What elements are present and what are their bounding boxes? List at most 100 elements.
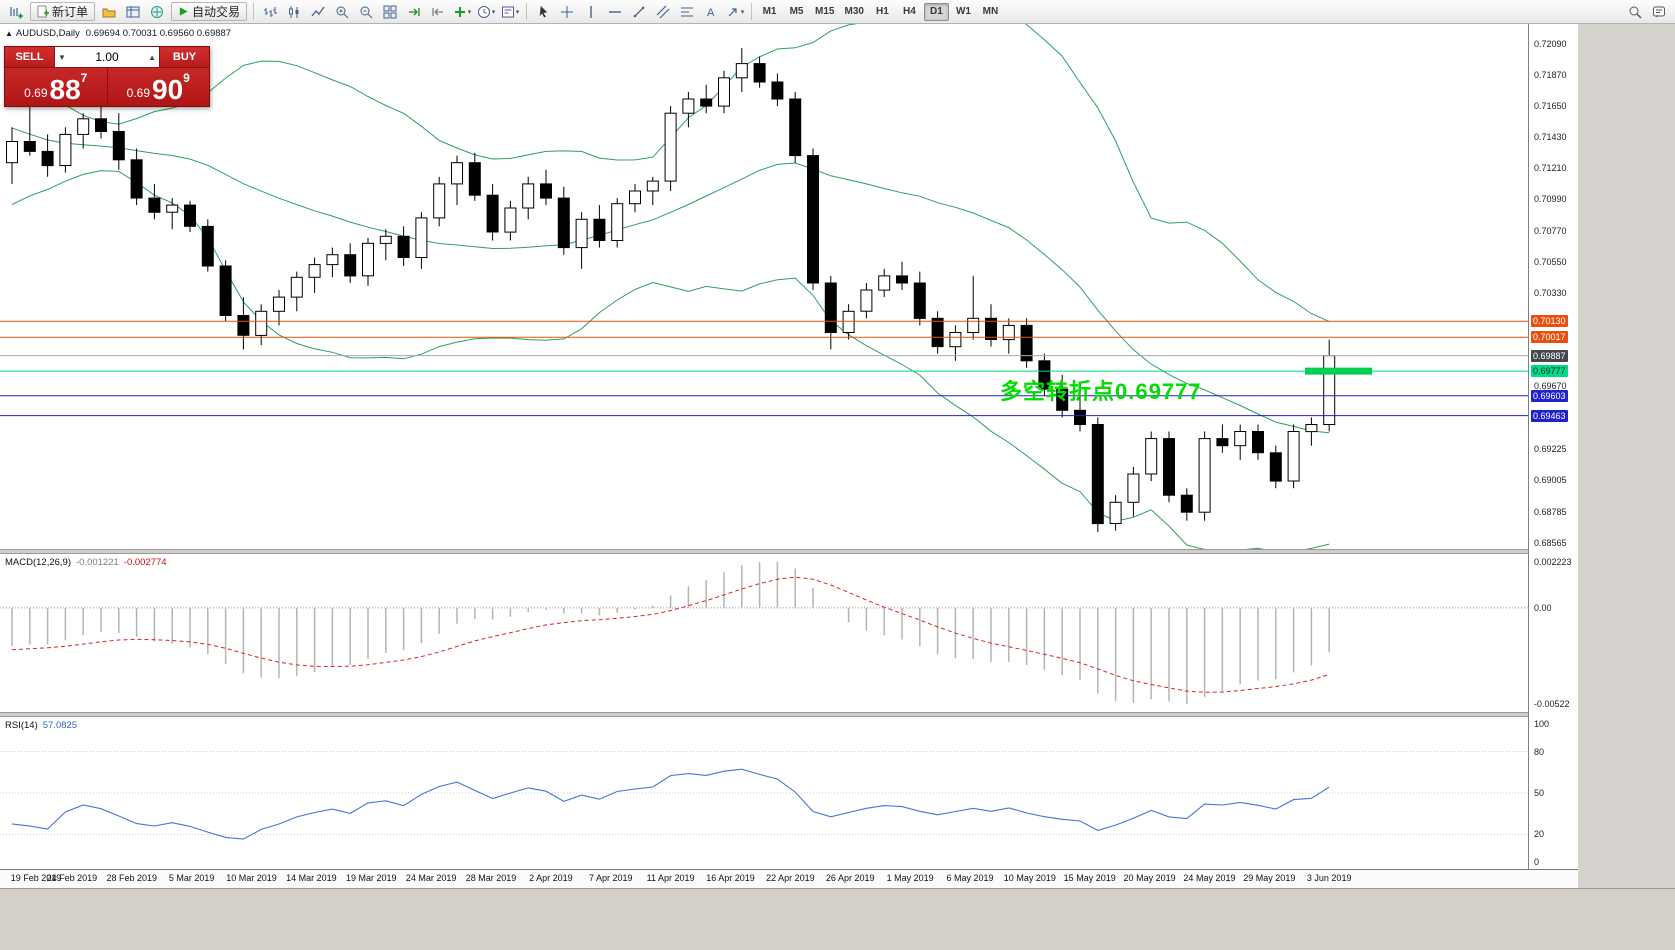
tile-windows-icon[interactable] [379, 1, 401, 23]
time-axis-label: 2 Apr 2019 [529, 873, 573, 883]
channel-icon[interactable] [652, 1, 674, 23]
timeframe-h4[interactable]: H4 [897, 3, 922, 21]
periods-dropdown-icon: ▾ [491, 8, 496, 16]
time-axis-label: 6 May 2019 [946, 873, 994, 883]
rsi-axis-label: 100 [1534, 719, 1550, 729]
price-axis-label: 0.71650 [1534, 101, 1567, 112]
window-background [1578, 24, 1675, 888]
price-badge: 0.69777 [1531, 365, 1568, 378]
auto-scroll-icon[interactable] [403, 1, 425, 23]
timeframe-m30[interactable]: M30 [840, 3, 867, 21]
time-axis-label: 24 May 2019 [1183, 873, 1236, 883]
time-axis-label: 24 Feb 2019 [46, 873, 98, 883]
bar-chart-icon[interactable] [259, 1, 281, 23]
new-chart-icon[interactable] [5, 1, 27, 23]
text-tool-icon[interactable]: A [700, 1, 722, 23]
zoom-out-icon[interactable] [355, 1, 377, 23]
templates-icon[interactable]: ▾ [499, 1, 521, 23]
buy-button[interactable]: BUY [159, 47, 209, 67]
price-badge: 0.69887 [1531, 349, 1568, 362]
vertical-line-icon[interactable] [580, 1, 602, 23]
timeframe-m5[interactable]: M5 [784, 3, 809, 21]
macd-axis-label: 0.002223 [1534, 557, 1572, 567]
search-icon[interactable] [1624, 1, 1646, 23]
community-icon[interactable] [1648, 1, 1670, 23]
macd-histogram-layer [11, 562, 1330, 704]
timeframe-m1[interactable]: M1 [757, 3, 782, 21]
price-badge: 0.69463 [1531, 409, 1568, 422]
autotrading-button[interactable]: 自动交易 [171, 2, 248, 21]
time-axis-label: 28 Feb 2019 [106, 873, 158, 883]
fibonacci-icon[interactable] [676, 1, 698, 23]
macd-label: MACD(12,26,9) -0.001221 -0.002774 [5, 557, 167, 568]
toolbar-right-group [1623, 1, 1671, 23]
price-axis-label: 0.71210 [1534, 163, 1567, 174]
panel-separator[interactable] [0, 712, 1578, 717]
navigator-icon[interactable] [146, 1, 168, 23]
ohlc-values: 0.69694 0.70031 0.69560 0.69887 [85, 28, 232, 39]
volume-input[interactable] [68, 49, 146, 65]
time-axis-label: 10 Mar 2019 [226, 873, 277, 883]
macd-panel[interactable]: MACD(12,26,9) -0.001221 -0.002774 [0, 554, 1528, 712]
time-axis-label: 19 Feb 2019 [10, 873, 62, 883]
arrows-tool-icon[interactable]: ▾ [724, 1, 746, 23]
price-axis-label: 0.70550 [1534, 256, 1567, 267]
macd-axis-label: -0.00522 [1534, 699, 1570, 709]
buy-price-display[interactable]: 0.69 90 9 [107, 68, 209, 106]
candlestick-chart-icon[interactable] [283, 1, 305, 23]
main-chart-panel[interactable]: ▲ AUDUSD,Daily 0.69694 0.70031 0.69560 0.6… [0, 24, 1528, 549]
cursor-icon[interactable] [532, 1, 554, 23]
price-axis[interactable]: 0.72090 0.71870 0.71650 0.71430 0.71210 0.709… [1528, 24, 1578, 869]
volume-stepper: ▼ ▲ [55, 47, 159, 67]
rsi-line [11, 768, 1330, 840]
new-order-button[interactable]: 新订单 [30, 2, 96, 21]
toolbar-separator [526, 3, 528, 20]
rsi-axis-label: 20 [1534, 829, 1545, 840]
panel-separator[interactable] [0, 549, 1578, 554]
rsi-axis-label: 50 [1534, 788, 1545, 798]
time-axis[interactable]: 19 Feb 2019 24 Feb 2019 28 Feb 2019 5 Mar 2… [0, 869, 1578, 888]
symbol-ohlc-line: ▲ AUDUSD,Daily 0.69694 0.70031 0.69560 0.6… [5, 28, 231, 39]
price-axis-label: 0.70330 [1534, 287, 1567, 298]
timeframe-m15[interactable]: M15 [811, 3, 838, 21]
sell-price-display[interactable]: 0.69 88 7 [5, 68, 108, 106]
rsi-panel[interactable]: RSI(14) 57.0825 [0, 717, 1528, 869]
periods-icon[interactable]: ▾ [475, 1, 497, 23]
crosshair-icon[interactable] [556, 1, 578, 23]
time-axis-label: 3 Jun 2019 [1306, 873, 1352, 883]
line-chart-icon[interactable] [307, 1, 329, 23]
indicators-icon[interactable]: ▾ [451, 1, 473, 23]
candlestick-chart [0, 24, 1528, 549]
time-axis-label: 26 Apr 2019 [825, 873, 875, 883]
sell-button[interactable]: SELL [5, 47, 55, 67]
timeframe-w1[interactable]: W1 [951, 3, 976, 21]
timeframe-h1[interactable]: H1 [870, 3, 895, 21]
autotrading-label: 自动交易 [192, 5, 241, 19]
zoom-in-icon[interactable] [331, 1, 353, 23]
horizontal-line-icon[interactable] [604, 1, 626, 23]
time-axis-label: 1 May 2019 [886, 873, 934, 883]
chart-icon: ▲ [5, 29, 13, 38]
chart-shift-icon[interactable] [427, 1, 449, 23]
price-badge: 0.70017 [1531, 331, 1568, 344]
time-axis-label: 28 Mar 2019 [465, 873, 517, 883]
volume-dropdown-icon[interactable]: ▼ [58, 52, 66, 62]
price-axis-label: 0.70990 [1534, 194, 1567, 205]
turning-point-annotation[interactable]: 多空转折点0.69777 [1000, 379, 1202, 404]
price-axis-label: 0.71870 [1534, 69, 1567, 80]
time-axis-label: 20 May 2019 [1123, 873, 1176, 883]
profiles-icon[interactable] [98, 1, 120, 23]
timeframe-d1[interactable]: D1 [923, 2, 949, 21]
volume-up-icon[interactable]: ▲ [148, 52, 156, 62]
rsi-axis-label: 80 [1534, 746, 1545, 757]
timeframe-mn[interactable]: MN [978, 3, 1003, 21]
price-axis-label: 0.71430 [1534, 132, 1567, 143]
status-area [0, 888, 1675, 950]
time-axis-label: 10 May 2019 [1003, 873, 1056, 883]
time-axis-label: 24 Mar 2019 [405, 873, 457, 883]
trendline-icon[interactable] [628, 1, 650, 23]
rsi-chart [0, 751, 1528, 840]
market-watch-icon[interactable] [122, 1, 144, 23]
time-axis-label: 29 May 2019 [1243, 873, 1296, 883]
